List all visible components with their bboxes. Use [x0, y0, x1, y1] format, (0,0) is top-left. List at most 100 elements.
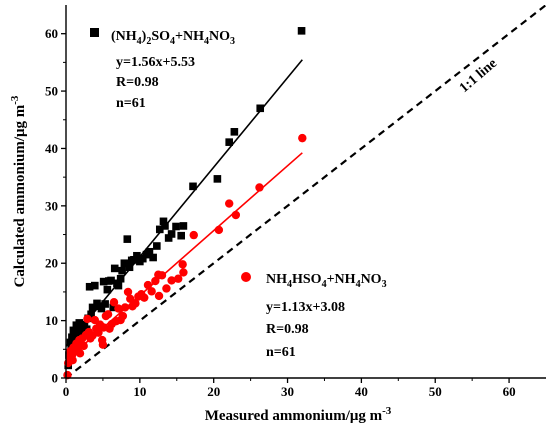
data-point — [178, 260, 187, 269]
data-point — [159, 217, 168, 226]
data-point — [225, 138, 233, 146]
data-point — [103, 285, 112, 294]
data-point — [103, 310, 113, 319]
annotations: Measured ammonium/μg m-3 Calculated ammon… — [9, 28, 500, 424]
legend-marker-2 — [241, 272, 251, 282]
r-value-1: R=0.98 — [116, 75, 159, 90]
x-tick-label: 40 — [355, 384, 368, 399]
data-point — [143, 280, 153, 290]
data-point — [101, 300, 109, 308]
data-point — [118, 266, 126, 275]
data-point — [174, 274, 183, 283]
x-tick-label: 20 — [207, 384, 220, 399]
y-tick-label: 30 — [45, 198, 58, 213]
data-point — [255, 183, 264, 192]
data-point — [66, 338, 75, 347]
y-tick-label: 50 — [45, 84, 58, 99]
data-point — [172, 222, 180, 231]
data-point — [164, 234, 173, 242]
data-point — [79, 327, 87, 335]
x-tick-label: 0 — [63, 384, 70, 399]
data-point — [230, 128, 239, 136]
data-point — [91, 281, 99, 290]
data-point — [107, 276, 115, 285]
data-point — [162, 284, 171, 293]
n-value-2: n=61 — [266, 345, 296, 360]
one-to-one-line — [66, 5, 546, 378]
data-point — [114, 304, 123, 313]
data-point — [68, 356, 77, 365]
data-point — [177, 231, 185, 240]
data-point — [189, 230, 198, 240]
data-point — [74, 328, 82, 336]
data-point — [151, 276, 160, 286]
one-to-one-label: 1:1 line — [457, 56, 500, 96]
data-point — [167, 276, 176, 285]
data-point — [118, 311, 128, 321]
y-tick-label: 60 — [45, 26, 58, 41]
data-point — [109, 303, 118, 312]
data-point — [131, 299, 140, 308]
data-point — [297, 27, 306, 35]
x-tick-label: 10 — [133, 384, 146, 399]
series-2 — [63, 133, 307, 380]
data-point — [69, 326, 78, 335]
data-point — [157, 271, 167, 280]
y-tick-label: 10 — [45, 313, 58, 328]
y-tick-label: 40 — [45, 141, 58, 156]
y-tick-label: 0 — [52, 371, 59, 386]
data-points — [63, 27, 307, 380]
data-point — [75, 349, 85, 358]
x-axis-title: Measured ammonium/μg m-3 — [205, 405, 392, 424]
data-point — [139, 254, 147, 263]
data-point — [125, 263, 134, 272]
data-point — [189, 182, 197, 191]
data-point — [214, 225, 224, 235]
data-point — [110, 264, 119, 273]
data-point — [123, 235, 132, 243]
data-point — [98, 340, 108, 349]
data-point — [298, 133, 307, 143]
data-point — [161, 222, 169, 230]
data-point — [120, 303, 130, 312]
legend-label-1: (NH4)2SO4+NH4NO3 — [111, 29, 235, 47]
data-point — [109, 298, 119, 307]
data-point — [123, 287, 133, 297]
legend-label-2: NH4HSO4+NH4NO3 — [266, 272, 387, 290]
y-tick-label: 20 — [45, 256, 58, 271]
series-1 — [64, 27, 306, 370]
data-point — [140, 293, 149, 302]
legend-marker-1 — [90, 28, 99, 37]
data-point — [97, 304, 106, 313]
data-point — [75, 319, 84, 327]
data-point — [133, 251, 141, 260]
data-point — [94, 328, 103, 337]
data-point — [256, 104, 265, 113]
data-point — [120, 259, 129, 268]
n-value-1: n=61 — [116, 96, 146, 111]
data-point — [83, 314, 92, 324]
data-point — [155, 225, 164, 234]
data-point — [116, 274, 125, 283]
data-point — [80, 320, 89, 329]
data-point — [147, 287, 156, 296]
x-tick-label: 60 — [503, 384, 516, 399]
data-point — [154, 291, 164, 301]
y-axis-title: Calculated ammonium/μg m-3 — [9, 95, 28, 287]
data-point — [79, 341, 88, 351]
equation-2: y=1.13x+3.08 — [266, 300, 345, 315]
data-point — [153, 242, 161, 250]
data-point — [145, 247, 154, 256]
data-point — [225, 199, 234, 208]
data-point — [167, 230, 176, 238]
data-point — [179, 268, 188, 277]
data-point — [99, 277, 108, 286]
data-point — [114, 281, 123, 290]
axes: 0 10 20 30 40 50 60 0 10 20 30 40 50 60 — [45, 5, 546, 399]
x-tick-label: 30 — [281, 384, 294, 399]
data-point — [149, 253, 157, 262]
data-point — [213, 175, 222, 183]
equation-1: y=1.56x+5.53 — [116, 55, 195, 70]
data-point — [179, 222, 188, 230]
r-value-2: R=0.98 — [266, 322, 309, 337]
